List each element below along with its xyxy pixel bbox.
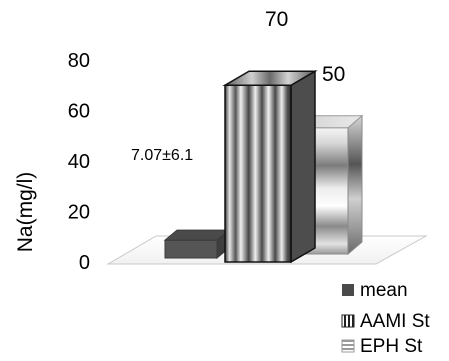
data-label-mean: 7.07±6.1 — [131, 147, 193, 164]
legend-label-mean: mean — [360, 280, 408, 301]
y-axis-ticks: 0 20 40 60 80 — [68, 50, 90, 274]
bar-aami-st-top — [222, 70, 318, 86]
legend: mean AAMI St EPH St — [341, 280, 430, 357]
bar-aami-st-front — [224, 84, 292, 263]
data-label-aami-st: 70 — [265, 8, 288, 31]
y-tick-label: 40 — [68, 151, 90, 173]
bar-aami-st — [222, 69, 318, 264]
bar-eph-st-side — [347, 114, 363, 256]
y-tick-label: 20 — [68, 202, 90, 224]
y-tick-label: 80 — [68, 50, 90, 72]
legend-swatch-mean — [342, 284, 354, 296]
legend-label-aami-st: AAMI St — [360, 311, 430, 332]
bar-mean-front — [164, 239, 218, 259]
legend-swatch-aami-st — [341, 314, 355, 328]
legend-swatch-eph-st — [341, 339, 355, 353]
legend-label-eph-st: EPH St — [360, 336, 423, 357]
bar-mean-top — [163, 229, 231, 241]
y-tick-label: 60 — [68, 101, 90, 123]
y-axis-label: Na(mg/l) — [14, 172, 37, 253]
bar-mean — [163, 229, 231, 260]
bar-aami-st-side — [290, 69, 316, 264]
y-tick-label: 0 — [79, 252, 90, 274]
data-label-eph-st: 50 — [322, 63, 345, 86]
